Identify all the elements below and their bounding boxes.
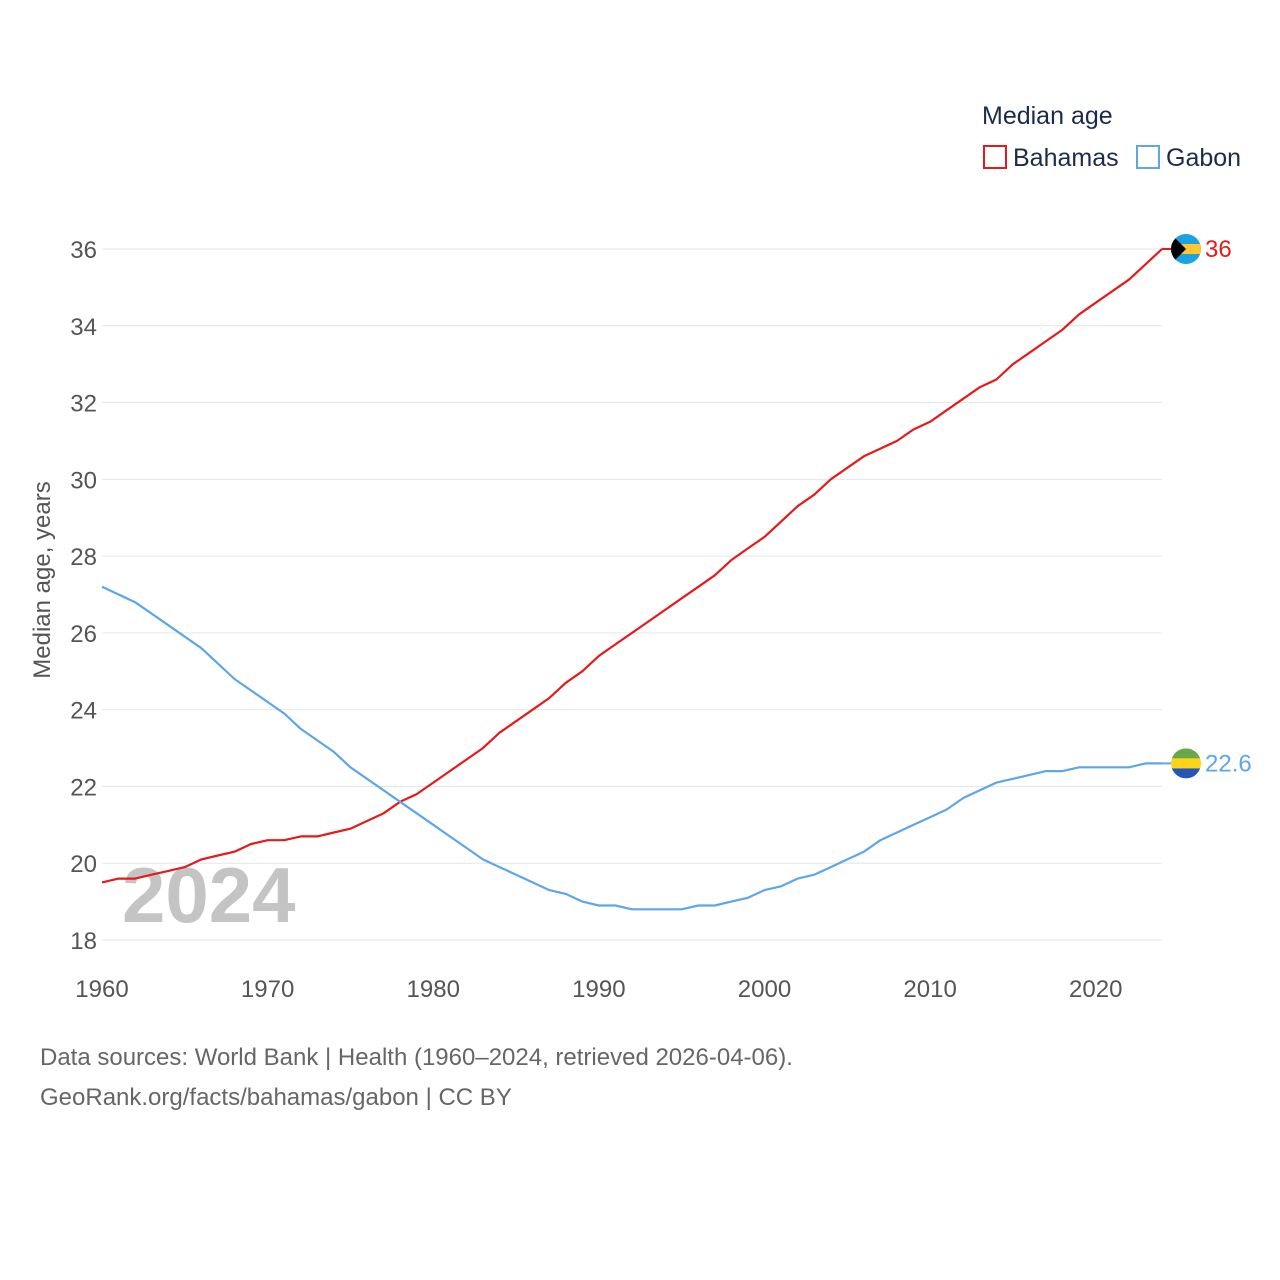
y-tick-label-32: 32 bbox=[70, 391, 97, 418]
y-axis: 18 20 22 24 26 28 30 32 34 36 bbox=[70, 237, 97, 955]
x-tick-label-2020: 2020 bbox=[1069, 976, 1122, 1003]
legend-item-bahamas[interactable]: Bahamas bbox=[983, 144, 1119, 172]
y-tick-label-34: 34 bbox=[70, 314, 97, 341]
legend-label-bahamas: Bahamas bbox=[1013, 144, 1119, 172]
end-value-label-gabon: 22.6 bbox=[1205, 750, 1252, 777]
bahamas-flag-icon bbox=[1171, 234, 1201, 264]
x-tick-label-2000: 2000 bbox=[738, 976, 791, 1003]
y-tick-label-18: 18 bbox=[70, 928, 97, 955]
x-axis: 1960 1970 1980 1990 2000 2010 2020 bbox=[75, 976, 1122, 1003]
legend-swatch-gabon bbox=[1136, 145, 1160, 169]
y-tick-label-30: 30 bbox=[70, 467, 97, 494]
y-tick-label-26: 26 bbox=[70, 621, 97, 648]
x-tick-label-1970: 1970 bbox=[241, 976, 294, 1003]
end-value-label-bahamas: 36 bbox=[1205, 236, 1232, 263]
footer-source: Data sources: World Bank | Health (1960–… bbox=[40, 1044, 793, 1071]
legend: Median age Bahamas Gabon bbox=[982, 102, 1241, 172]
y-tick-label-22: 22 bbox=[70, 774, 97, 801]
x-tick-label-2010: 2010 bbox=[903, 976, 956, 1003]
gridlines bbox=[102, 248, 1162, 941]
x-tick-label-1990: 1990 bbox=[572, 976, 625, 1003]
legend-swatch-bahamas bbox=[983, 145, 1007, 169]
y-tick-label-24: 24 bbox=[70, 698, 97, 725]
series-line-bahamas[interactable] bbox=[101, 248, 1163, 884]
legend-item-gabon[interactable]: Gabon bbox=[1136, 144, 1241, 172]
gabon-flag-icon bbox=[1171, 748, 1201, 779]
y-tick-label-36: 36 bbox=[70, 237, 97, 264]
legend-title: Median age bbox=[982, 102, 1113, 130]
year-watermark: 2024 bbox=[122, 851, 296, 939]
y-axis-title: Median age, years bbox=[29, 481, 56, 678]
series-layer: 36 22.6 bbox=[101, 234, 1252, 911]
x-tick-label-1960: 1960 bbox=[75, 976, 128, 1003]
x-tick-label-1980: 1980 bbox=[407, 976, 460, 1003]
footer-credit: GeoRank.org/facts/bahamas/gabon | CC BY bbox=[40, 1084, 512, 1111]
series-line-gabon[interactable] bbox=[101, 585, 1162, 911]
y-tick-label-28: 28 bbox=[70, 544, 97, 571]
y-tick-label-20: 20 bbox=[70, 851, 97, 878]
legend-label-gabon: Gabon bbox=[1166, 144, 1241, 172]
